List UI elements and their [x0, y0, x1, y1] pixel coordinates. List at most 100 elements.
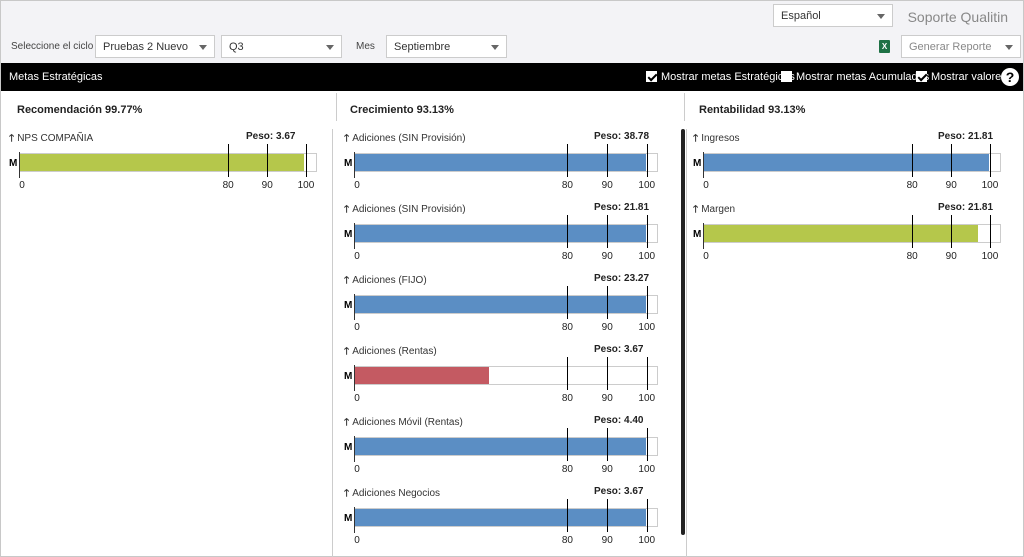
checkbox-checked-icon[interactable]: [916, 71, 927, 82]
tick-label: 90: [601, 180, 613, 191]
tick-label: 100: [638, 535, 656, 546]
language-value: Español: [781, 10, 821, 22]
tick-line: [912, 144, 914, 177]
axis-line: [354, 436, 355, 462]
show-accumulated-checkbox[interactable]: Mostrar metas Acumuladas: [781, 71, 929, 83]
progress-fill: [355, 367, 489, 384]
tick-line: [912, 215, 914, 248]
arrow-up-icon: 🡑: [693, 133, 699, 144]
metric-label: 🡑 Adiciones Móvil (Rentas): [344, 415, 463, 432]
arrow-up-icon: 🡑: [693, 204, 699, 215]
help-icon[interactable]: ?: [1001, 68, 1019, 86]
report-select[interactable]: Generar Reporte: [901, 35, 1021, 58]
meta-marker-label: M: [9, 158, 18, 169]
progress-fill: [704, 154, 990, 171]
tick-label: 90: [945, 251, 957, 262]
column-divider: [684, 93, 685, 121]
month-select[interactable]: Septiembre: [386, 35, 507, 58]
tick-line: [607, 286, 609, 319]
tick-line: [567, 499, 569, 532]
metric-peso: Peso: 23.27: [594, 273, 650, 284]
progress-track: [354, 224, 658, 243]
tick-line: [646, 499, 648, 532]
progress-track: [354, 366, 658, 385]
metric-peso: Peso: 21.81: [938, 202, 994, 213]
column-divider: [336, 93, 337, 121]
tick-label: 100: [638, 464, 656, 475]
meta-marker-label: M: [344, 442, 353, 453]
chevron-down-icon: [326, 45, 334, 50]
metric-row: 🡑 Margen Peso: 21.81 M 0 80 90 100: [693, 202, 1011, 272]
metric-row: 🡑 NPS COMPAÑIA Peso: 3.67 M 0 80 90 100: [9, 131, 327, 201]
tick-label: 100: [638, 251, 656, 262]
metric-row: 🡑 Adiciones (SIN Provisión) Peso: 21.81 M 0 8…: [344, 202, 668, 272]
tick-label: 80: [561, 464, 573, 475]
meta-marker-label: M: [344, 300, 353, 311]
tick-label: 90: [261, 180, 273, 191]
tick-label: 80: [906, 251, 918, 262]
tick-line: [567, 357, 569, 390]
metric-label: 🡑 Adiciones (Rentas): [344, 344, 437, 361]
tick-line: [646, 215, 648, 248]
axis-line: [354, 507, 355, 533]
excel-icon[interactable]: X: [879, 40, 890, 53]
tick-line: [567, 144, 569, 177]
tick-line: [567, 428, 569, 461]
tick-label: 0: [354, 251, 360, 262]
show-strategic-checkbox[interactable]: Mostrar metas Estratégicas: [646, 71, 795, 83]
column-header-recomendacion: Recomendación 99.77%: [17, 104, 142, 116]
metric-row: 🡑 Ingresos Peso: 21.81 M 0 80 90 100: [693, 131, 1011, 201]
checkbox-checked-icon[interactable]: [646, 71, 657, 82]
metric-row: 🡑 Adiciones (SIN Provisión) Peso: 38.78 M 0 8…: [344, 131, 668, 201]
column-title: Rentabilidad: [699, 104, 766, 116]
language-select[interactable]: Español: [773, 4, 893, 27]
tick-line: [646, 428, 648, 461]
show-values-checkbox[interactable]: Mostrar valores: [916, 71, 1007, 83]
cycle-select[interactable]: Pruebas 2 Nuevo: [95, 35, 215, 58]
scrollbar[interactable]: [681, 129, 685, 535]
progress-track: [354, 437, 658, 456]
column-title: Crecimiento: [350, 104, 414, 116]
tick-line: [607, 499, 609, 532]
checkbox-unchecked-icon[interactable]: [781, 71, 792, 82]
arrow-up-icon: 🡑: [344, 204, 350, 215]
metric-label: 🡑 Adiciones Negocios: [344, 486, 440, 503]
column-percent: 93.13%: [416, 104, 454, 116]
arrow-up-icon: 🡑: [344, 488, 350, 499]
metric-name: Adiciones (SIN Provisión): [352, 133, 466, 144]
cycle-value: Pruebas 2 Nuevo: [103, 41, 188, 53]
tick-label: 0: [354, 180, 360, 191]
metas-toolbar: Metas Estratégicas Mostrar metas Estraté…: [1, 63, 1023, 91]
report-placeholder: Generar Reporte: [909, 41, 992, 53]
progress-fill: [355, 154, 646, 171]
meta-marker-label: M: [693, 158, 702, 169]
tick-line: [951, 215, 953, 248]
quarter-select[interactable]: Q3: [221, 35, 342, 58]
chevron-down-icon: [199, 45, 207, 50]
tick-label: 90: [601, 464, 613, 475]
axis-line: [703, 152, 704, 178]
metric-label: 🡑 Ingresos: [693, 131, 740, 148]
tick-label: 0: [703, 180, 709, 191]
tick-label: 80: [561, 322, 573, 333]
tick-line: [305, 144, 307, 177]
progress-fill: [355, 296, 646, 313]
metric-peso: Peso: 21.81: [594, 202, 650, 213]
metric-name: Adiciones (SIN Provisión): [352, 204, 466, 215]
toolbar-title: Metas Estratégicas: [9, 71, 103, 83]
tick-label: 80: [561, 180, 573, 191]
meta-marker-label: M: [344, 513, 353, 524]
tick-label: 90: [601, 393, 613, 404]
arrow-up-icon: 🡑: [344, 275, 350, 286]
arrow-up-icon: 🡑: [344, 133, 350, 144]
meta-marker-label: M: [344, 229, 353, 240]
metric-row: 🡑 Adiciones (Rentas) Peso: 3.67 M 0 80 90 100: [344, 344, 668, 414]
tick-line: [607, 428, 609, 461]
progress-fill: [355, 438, 646, 455]
show-strategic-label: Mostrar metas Estratégicas: [661, 71, 795, 83]
tick-label: 100: [981, 180, 999, 191]
progress-fill: [20, 154, 305, 171]
tick-label: 90: [601, 322, 613, 333]
tick-line: [989, 215, 991, 248]
tick-label: 80: [561, 535, 573, 546]
